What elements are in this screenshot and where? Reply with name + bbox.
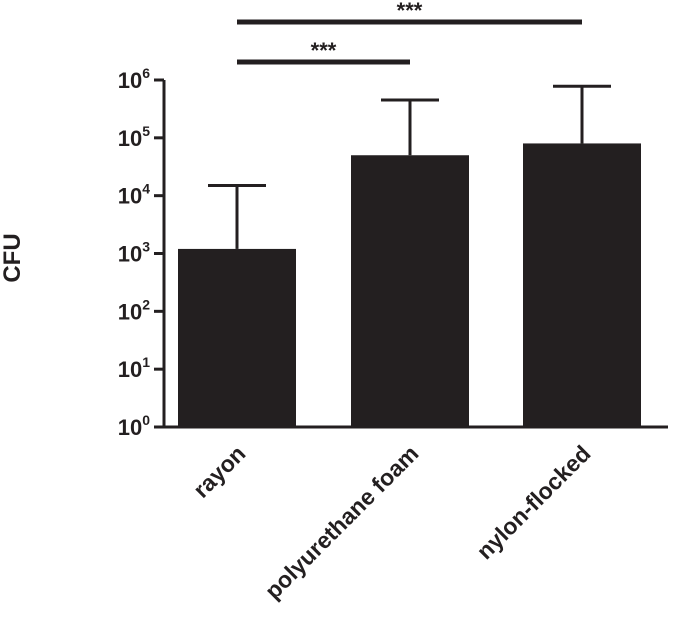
bar-0 [178, 248, 296, 427]
y-tick-base: 10 [118, 68, 142, 93]
y-tick-exponent: 2 [142, 296, 150, 312]
significance-brackets: *** *** [237, 0, 582, 65]
y-axis-title: CFU [0, 233, 26, 282]
y-tick-label: 100 [118, 412, 150, 440]
y-tick-exponent: 6 [142, 65, 150, 81]
y-tick-base: 10 [118, 357, 142, 382]
y-tick-label: 102 [118, 296, 150, 324]
y-tick-exponent: 5 [142, 123, 150, 139]
y-tick-base: 10 [118, 184, 142, 209]
y-tick-base: 10 [118, 415, 142, 440]
y-tick-exponent: 1 [142, 354, 150, 370]
bar-1 [351, 155, 469, 427]
y-tick-exponent: 0 [142, 412, 150, 428]
y-tick-base: 10 [118, 242, 142, 267]
y-tick-base: 10 [118, 126, 142, 151]
significance-label: *** [311, 38, 337, 63]
category-label: nylon-flocked [471, 440, 595, 564]
y-tick-label: 106 [118, 65, 150, 93]
y-tick-label: 103 [118, 239, 150, 267]
y-tick-exponent: 3 [142, 239, 150, 255]
category-labels: rayon polyurethane foam nylon-flocked [188, 440, 596, 604]
bars [178, 143, 641, 427]
error-bars [208, 84, 611, 249]
significance-label: *** [397, 0, 423, 23]
y-tick-label: 101 [118, 354, 150, 382]
y-tick-label: 105 [118, 123, 150, 151]
bar-2 [523, 143, 641, 427]
y-tick-base: 10 [118, 299, 142, 324]
y-tick-label: 104 [118, 181, 150, 209]
category-label: polyurethane foam [260, 440, 424, 604]
y-tick-exponent: 4 [142, 181, 150, 197]
category-label: rayon [188, 440, 251, 503]
